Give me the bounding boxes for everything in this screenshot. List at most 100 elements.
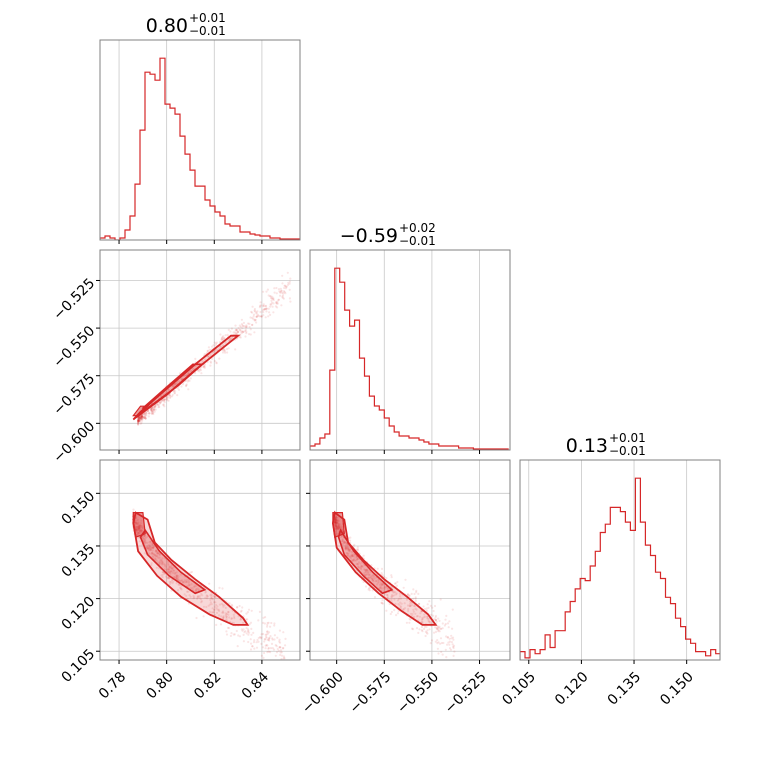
scatter-point [144, 417, 147, 420]
scatter-point [347, 548, 350, 551]
scatter-point [139, 530, 142, 533]
x-tick-label: −0.525 [442, 669, 490, 717]
scatter-point [137, 525, 141, 528]
scatter-point [236, 645, 239, 648]
scatter-point [140, 415, 144, 419]
scatter-point [365, 573, 369, 576]
scatter-point [446, 636, 449, 639]
scatter-point [275, 286, 278, 290]
scatter-point [137, 419, 140, 422]
scatter-point [161, 561, 164, 564]
scatter-point [138, 416, 141, 419]
scatter-point [255, 646, 259, 649]
panel-title-median: −0.59 [340, 225, 398, 247]
scatter-point [138, 416, 141, 419]
scatter-point [225, 612, 229, 616]
scatter-point [143, 534, 146, 537]
scatter-point [155, 566, 158, 569]
scatter-point [148, 547, 151, 550]
scatter-point [158, 553, 161, 556]
scatter-point [270, 303, 273, 306]
scatter-point [138, 529, 141, 532]
scatter-point [452, 644, 456, 648]
scatter-point [334, 524, 337, 528]
scatter-point [282, 646, 285, 650]
scatter-point [344, 546, 348, 549]
scatter-point [196, 587, 199, 590]
scatter-point [335, 528, 338, 531]
scatter-point [212, 611, 215, 614]
scatter-point [420, 610, 423, 613]
scatter-point [349, 536, 352, 539]
scatter-point [144, 541, 147, 544]
scatter-point [175, 577, 178, 580]
scatter-point [446, 643, 449, 646]
scatter-point [399, 601, 402, 604]
scatter-point [426, 615, 429, 618]
scatter-point [140, 415, 143, 419]
scatter-point [352, 559, 355, 562]
scatter-point [236, 331, 239, 334]
scatter-point [148, 546, 151, 549]
scatter-point [169, 395, 172, 398]
scatter-point [347, 548, 350, 551]
scatter-point [163, 398, 166, 401]
scatter-point [140, 415, 144, 418]
scatter-point [177, 575, 180, 578]
panel-title-plus: +0.01 [189, 11, 226, 25]
scatter-point [250, 627, 253, 631]
scatter-point [341, 528, 344, 531]
scatter-point [278, 629, 281, 632]
scatter-point [266, 651, 269, 654]
scatter-point [426, 603, 429, 606]
scatter-point [356, 562, 360, 566]
scatter-point [203, 358, 207, 361]
scatter-point [253, 318, 256, 321]
scatter-point [267, 647, 270, 650]
scatter-point [251, 311, 254, 314]
scatter-point [271, 637, 274, 640]
scatter-point [425, 625, 428, 629]
scatter-point [257, 636, 260, 640]
scatter-point [139, 418, 143, 421]
scatter-point [267, 650, 270, 653]
scatter-point [450, 641, 453, 644]
scatter-point [196, 369, 199, 372]
scatter-point [250, 310, 253, 313]
scatter-point [147, 415, 150, 418]
scatter-point [139, 524, 142, 527]
scatter-point [264, 633, 267, 636]
scatter-point [172, 390, 175, 393]
scatter-point [143, 552, 146, 555]
scatter-point [427, 617, 430, 621]
scatter-point [334, 519, 337, 522]
scatter-point [251, 323, 254, 326]
scatter-point [339, 523, 342, 526]
scatter-point [277, 298, 280, 301]
scatter-point [196, 597, 199, 600]
scatter-point [230, 632, 233, 635]
scatter-point [269, 313, 272, 316]
scatter-point [140, 417, 143, 420]
scatter-point [144, 417, 147, 420]
scatter-point [235, 328, 238, 331]
scatter-point [148, 552, 151, 555]
scatter-point [258, 306, 261, 309]
scatter-point [259, 637, 262, 640]
scatter-point [434, 616, 437, 619]
scatter-point [161, 557, 164, 560]
scatter-point [138, 419, 141, 422]
scatter-point [185, 594, 188, 598]
scatter-point [425, 609, 428, 612]
scatter-point [266, 632, 269, 635]
scatter-point [392, 591, 395, 594]
scatter-point [253, 639, 256, 642]
scatter-point [143, 416, 146, 419]
scatter-point [170, 567, 173, 570]
scatter-point [269, 635, 272, 638]
scatter-point [178, 580, 181, 583]
scatter-point [337, 523, 340, 527]
scatter-point [396, 612, 399, 615]
x-tick-label: −0.575 [347, 669, 395, 717]
scatter-point [163, 398, 166, 402]
